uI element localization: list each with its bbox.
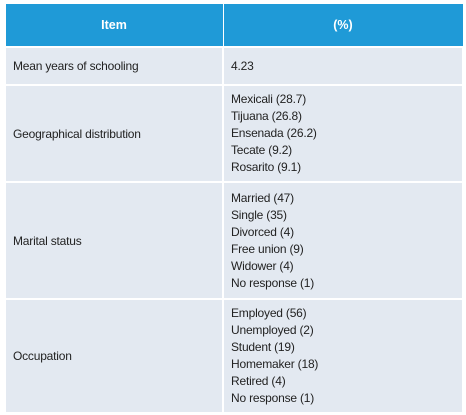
value-line: Rosarito (9.1) [231, 160, 301, 174]
value-cell: Married (47) Single (35) Divorced (4) Free … [222, 181, 464, 300]
value-line: Employed (56) [231, 306, 307, 320]
value-cell: Mexicali (28.7) Tijuana (26.8) Ensenada (2… [222, 84, 464, 183]
value-line: Married (47) [231, 190, 294, 205]
value-line: Free union (9) [231, 241, 304, 256]
value-line: Homemaker (18) [231, 357, 319, 371]
value-line: Retired (4) [231, 374, 286, 388]
item-cell: Geographical distribution [4, 84, 224, 183]
table-container: Item (%) Mean years of schooling 4.23 Geog… [4, 3, 464, 414]
value-line: Unemployed (2) [231, 323, 314, 337]
value-line: Tecate (9.2) [231, 143, 292, 157]
value-line: No response (1) [231, 275, 315, 290]
data-table: Item (%) Mean years of schooling 4.23 Geog… [4, 3, 464, 414]
value-line: 4.23 [231, 58, 254, 73]
header-row: Item (%) [4, 3, 464, 48]
table-row: Mean years of schooling 4.23 [4, 46, 464, 86]
table-body: Mean years of schooling 4.23 Geographical … [4, 46, 464, 414]
value-cell: 4.23 [222, 46, 464, 86]
value-line: Tijuana (26.8) [231, 109, 302, 123]
item-cell: Marital status [4, 181, 224, 300]
value-line: Single (35) [231, 207, 287, 222]
value-line: Ensenada (26.2) [231, 126, 317, 140]
value-line: Widower (4) [231, 258, 294, 273]
header-cell: Item [4, 3, 224, 48]
value-line: Divorced (4) [231, 224, 294, 239]
table-row: Marital status Married (47) Single (35) Div… [4, 181, 464, 300]
value-cell: Employed (56) Unemployed (2) Student (19) H… [222, 298, 464, 414]
header-cell: (%) [222, 3, 464, 48]
item-cell: Mean years of schooling [4, 46, 224, 86]
table-row: Occupation Employed (56) Unemployed (2) Stu… [4, 298, 464, 414]
item-cell: Occupation [4, 298, 224, 414]
value-line: No response (1) [231, 391, 315, 405]
value-line: Student (19) [231, 340, 295, 354]
value-line: Mexicali (28.7) [231, 92, 307, 106]
table-row: Geographical distribution Mexicali (28.7)… [4, 84, 464, 183]
table-head: Item (%) [4, 3, 464, 48]
